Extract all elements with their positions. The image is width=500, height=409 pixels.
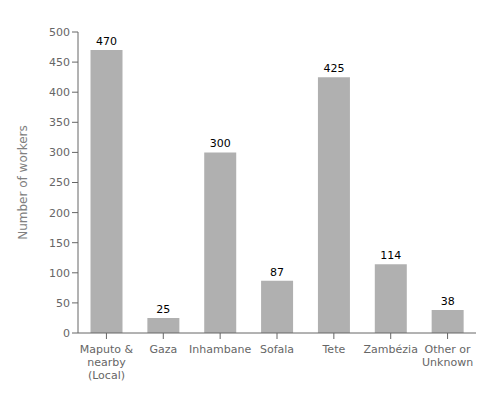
svg-text:250: 250 xyxy=(49,176,70,189)
svg-text:Gaza: Gaza xyxy=(149,343,177,356)
svg-text:450: 450 xyxy=(49,56,70,69)
svg-text:150: 150 xyxy=(49,237,70,250)
svg-text:100: 100 xyxy=(49,267,70,280)
svg-text:50: 50 xyxy=(56,297,70,310)
svg-text:Zambézia: Zambézia xyxy=(364,343,418,356)
svg-text:Sofala: Sofala xyxy=(260,343,294,356)
svg-text:500: 500 xyxy=(49,26,70,39)
svg-text:200: 200 xyxy=(49,207,70,220)
svg-text:300: 300 xyxy=(49,146,70,159)
svg-text:Inhambane: Inhambane xyxy=(189,343,251,356)
svg-text:87: 87 xyxy=(270,266,284,279)
svg-text:Tete: Tete xyxy=(322,343,346,356)
svg-text:0: 0 xyxy=(63,327,70,340)
svg-text:Number of workers: Number of workers xyxy=(16,125,30,240)
svg-text:425: 425 xyxy=(323,62,344,75)
svg-text:Maputo &nearby(Local): Maputo &nearby(Local) xyxy=(80,343,134,382)
svg-text:400: 400 xyxy=(49,86,70,99)
svg-text:38: 38 xyxy=(441,295,455,308)
svg-text:25: 25 xyxy=(156,303,170,316)
svg-text:350: 350 xyxy=(49,116,70,129)
svg-text:470: 470 xyxy=(96,35,117,48)
svg-text:Other orUnknown: Other orUnknown xyxy=(422,343,473,369)
svg-text:300: 300 xyxy=(210,137,231,150)
svg-text:114: 114 xyxy=(380,249,401,262)
